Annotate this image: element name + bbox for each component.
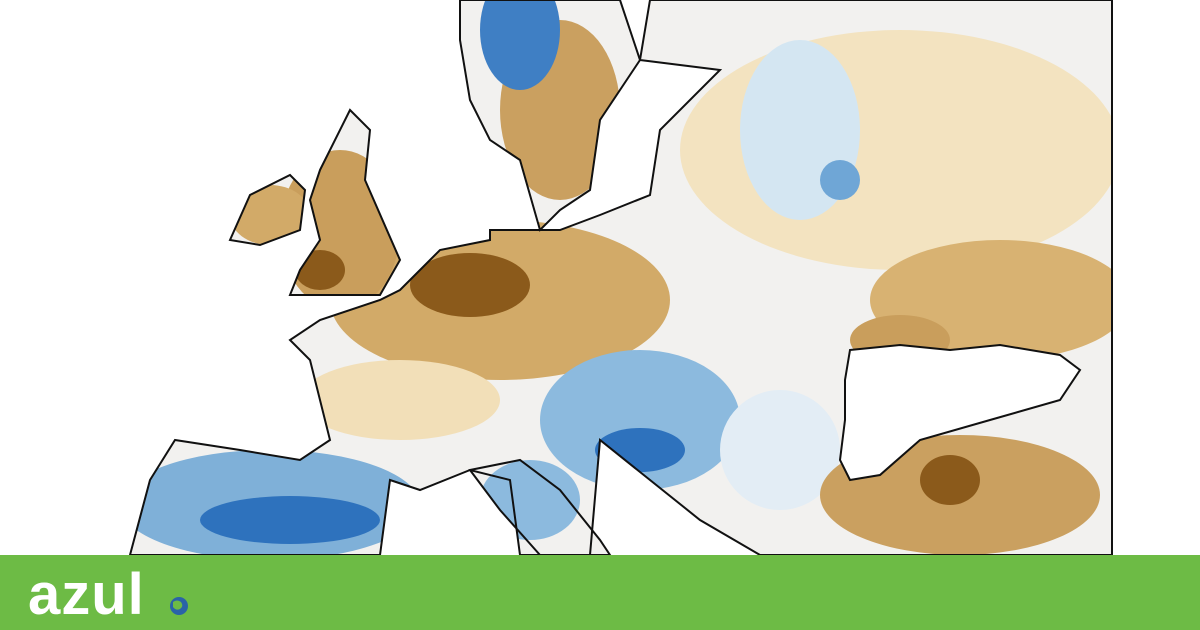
globe-land [173,600,183,610]
region-blue [480,0,560,90]
coastline [228,173,307,247]
banner [0,555,1200,630]
coastline [468,458,612,556]
region-blue [540,350,740,490]
region-light-tan [300,360,500,440]
logo-text: azul [28,562,145,627]
region-dark-brown [410,253,530,317]
region-light-blue [720,390,840,510]
region-tan [230,185,310,245]
coastlines [128,0,1113,556]
map [100,0,1113,556]
coastline [459,0,642,232]
region-blue [820,160,860,200]
coastline [288,108,402,296]
black-sea [838,343,1082,482]
logo-globe [170,597,188,615]
region-dark-brown [920,455,980,505]
region-dark-blue [200,496,380,544]
